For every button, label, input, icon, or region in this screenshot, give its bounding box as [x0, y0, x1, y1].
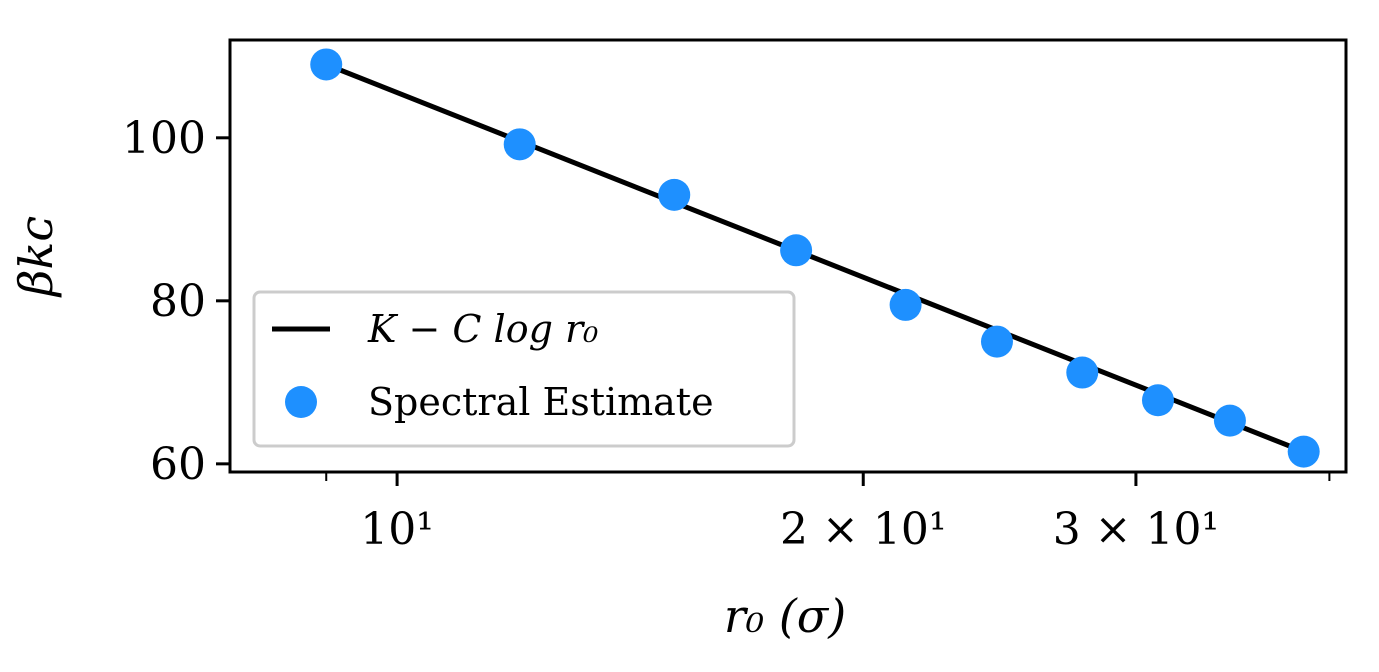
y-tick-label-1: 80	[150, 276, 206, 327]
legend-label-estimate: Spectral Estimate	[368, 380, 714, 424]
data-point-3	[780, 234, 813, 267]
plot-frame	[228, 38, 1348, 474]
fit-line	[325, 62, 1305, 454]
y-axis-label: βkᴄ	[9, 216, 63, 298]
data-point-0	[310, 48, 343, 81]
x-tick-label-0: 10¹	[360, 504, 434, 555]
data-point-7	[1141, 384, 1174, 417]
legend-label-fit: K − C log r₀	[367, 307, 598, 351]
data-point-5	[980, 325, 1013, 358]
data-point-1	[503, 128, 536, 161]
data-point-8	[1213, 404, 1246, 437]
series-layer	[310, 48, 1320, 468]
data-point-2	[658, 178, 691, 211]
legend: K − C log r₀ Spectral Estimate	[252, 290, 796, 448]
y-tick-label-0: 60	[150, 439, 206, 490]
legend-marker-swatch	[285, 386, 317, 418]
x-tick-label-1: 2 × 10¹	[780, 504, 946, 555]
data-point-6	[1066, 356, 1099, 389]
legend-box	[252, 290, 796, 448]
data-point-4	[889, 288, 922, 321]
x-tick-label-2: 3 × 10¹	[1053, 504, 1219, 555]
x-axis-label: r₀ (σ)	[724, 589, 846, 643]
y-tick-label-2: 100	[122, 113, 206, 164]
axis-layer: 10¹ 2 × 10¹ 3 × 10¹ 60 80 100	[122, 113, 1331, 555]
data-point-9	[1287, 435, 1320, 468]
